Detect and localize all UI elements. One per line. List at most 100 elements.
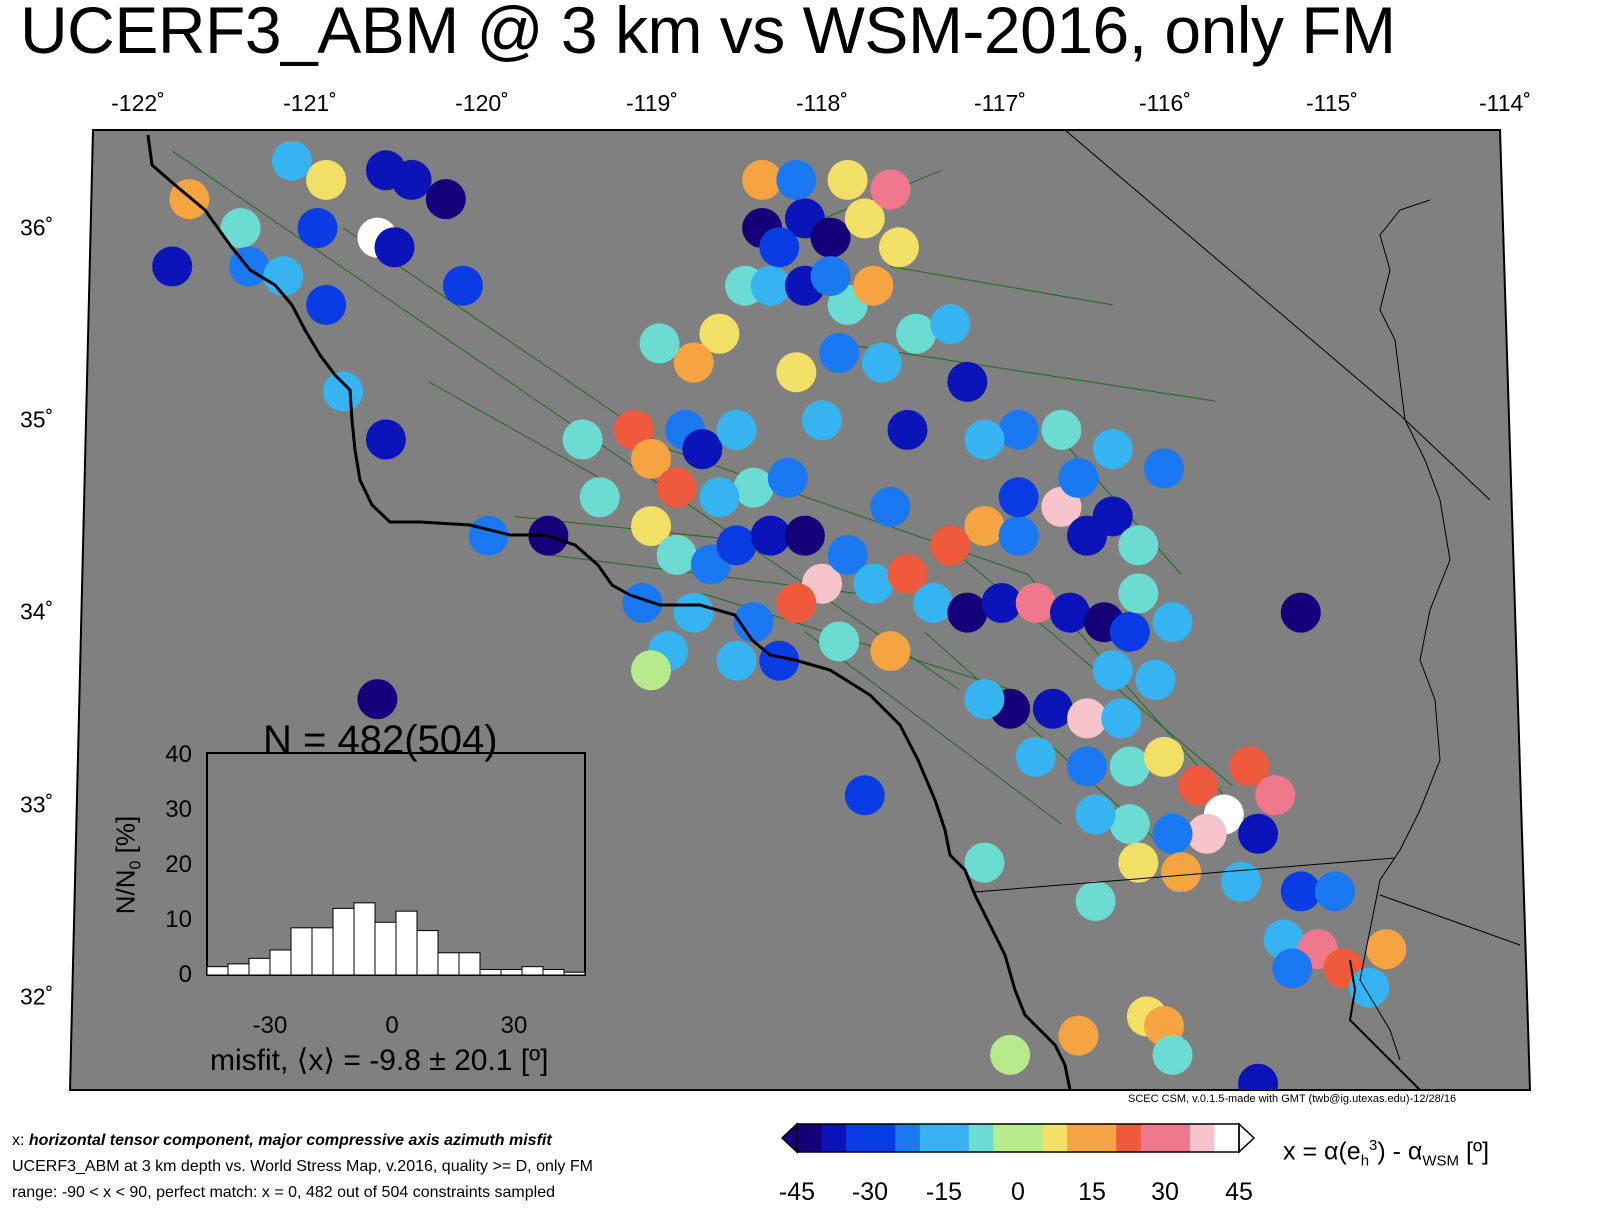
colorbar-segment <box>846 1124 872 1152</box>
lat-tick-label: 35˚ <box>20 406 54 433</box>
misfit-spot <box>776 159 817 200</box>
histogram-bar <box>269 949 292 976</box>
misfit-spot <box>1280 871 1321 912</box>
misfit-spot <box>870 631 911 672</box>
misfit-spot <box>1015 736 1056 777</box>
misfit-spot <box>1032 688 1073 729</box>
fault-line <box>839 342 1216 402</box>
colorado-river <box>1359 199 1451 1061</box>
misfit-spot <box>220 208 261 248</box>
lon-tick-label: -118˚ <box>796 90 848 116</box>
misfit-spot <box>878 227 919 268</box>
colorbar-tick: 30 <box>1151 1178 1179 1206</box>
histogram-x-tick: 0 <box>385 1012 399 1039</box>
misfit-spot <box>844 198 885 239</box>
misfit-spot <box>1152 1034 1193 1075</box>
lon-tick-label: -115˚ <box>1306 90 1358 116</box>
colorbar-segment <box>1189 1124 1215 1152</box>
misfit-spot <box>1366 929 1407 970</box>
histogram-bar <box>437 952 460 976</box>
lat-tick-label: 36˚ <box>20 214 54 241</box>
map-title: UCERF3_ABM @ 3 km vs WSM-2016, only FM <box>20 0 1396 67</box>
misfit-spot <box>1067 746 1108 787</box>
misfit-spot <box>776 582 817 623</box>
misfit-spot <box>1118 842 1159 883</box>
misfit-spot <box>425 179 466 220</box>
misfit-spot <box>613 409 654 450</box>
misfit-spot <box>759 640 800 681</box>
misfit-spot <box>964 679 1005 720</box>
misfit-spot <box>913 582 954 623</box>
misfit-spot <box>1349 967 1390 1008</box>
misfit-spot <box>631 650 671 691</box>
colorbar-tick: -30 <box>851 1178 889 1206</box>
lat-tick-label: 34˚ <box>20 598 54 625</box>
misfit-spot <box>827 534 868 575</box>
colorbar-segment <box>1018 1124 1044 1152</box>
colorbar-segment <box>895 1124 921 1152</box>
misfit-spot <box>716 409 757 450</box>
misfit-spot <box>622 582 663 623</box>
misfit-spot <box>1092 496 1133 537</box>
misfit-spot <box>306 159 347 200</box>
misfit-spot <box>699 477 740 518</box>
misfit-spot <box>810 217 851 258</box>
histogram-bar <box>332 907 355 976</box>
credit-line: SCEC CSM, v.0.1.5-made with GMT (twb@ig.… <box>1128 1093 1457 1105</box>
misfit-spot <box>1109 746 1150 787</box>
caption-line-1: x: horizontal tensor component, major co… <box>12 1132 552 1149</box>
misfit-spot <box>861 342 902 383</box>
misfit-spot <box>1075 881 1116 922</box>
colorbar-tick: -15 <box>925 1178 963 1206</box>
misfit-spot <box>673 342 714 383</box>
caption-line-3: range: -90 < x < 90, perfect match: x = … <box>12 1184 555 1201</box>
misfit-spot <box>1092 650 1133 691</box>
us-mexico-border <box>974 857 1396 893</box>
misfit-spot <box>853 563 894 604</box>
histogram-bar <box>311 927 334 976</box>
misfit-spot <box>870 486 911 527</box>
fault-line <box>804 631 1062 825</box>
histogram-x-tick: -30 <box>252 1012 288 1039</box>
misfit-spot <box>964 506 1005 547</box>
misfit-spot <box>1015 582 1056 623</box>
colorbar-label: x = α(eh3) - αWSM [º] <box>1283 1137 1490 1170</box>
histogram-bar <box>521 966 544 976</box>
histogram-bar <box>248 957 271 976</box>
misfit-spot <box>656 467 697 508</box>
histogram-bar <box>542 968 565 976</box>
misfit-spot <box>981 582 1022 623</box>
misfit-spot <box>682 429 723 470</box>
lon-tick-label: -120˚ <box>455 90 509 116</box>
colorbar-segment <box>1214 1124 1240 1152</box>
misfit-spot <box>1238 1063 1279 1090</box>
colorbar-segment <box>968 1124 994 1152</box>
histogram-y-tick: 20 <box>165 851 192 878</box>
histogram-y-label: N/N0 [%] <box>110 815 145 915</box>
misfit-spot <box>1041 409 1082 450</box>
misfit-spot <box>1152 813 1193 854</box>
colorbar-segment <box>1067 1124 1093 1152</box>
colorbar-segment <box>1116 1124 1142 1152</box>
misfit-spot <box>802 400 842 441</box>
misfit-spot <box>271 140 312 181</box>
lon-tick-label: -117˚ <box>974 90 1026 116</box>
misfit-spot <box>819 332 860 373</box>
misfit-spot <box>1144 736 1184 777</box>
coastline <box>146 134 1072 1090</box>
misfit-spot <box>1255 775 1296 816</box>
misfit-spot <box>1178 765 1219 806</box>
misfit-spot <box>306 284 347 325</box>
misfit-spot <box>870 169 911 210</box>
misfit-spot <box>1152 602 1193 643</box>
lon-tick-label: -121˚ <box>283 90 337 116</box>
misfit-spot <box>1280 592 1321 633</box>
misfit-spot <box>656 534 697 575</box>
misfit-spot <box>964 842 1005 883</box>
california-nevada-border <box>1064 130 1491 501</box>
colorbar-segment <box>1042 1124 1068 1152</box>
misfit-spot <box>468 515 509 556</box>
histogram-bar <box>395 910 418 976</box>
histogram-bar <box>374 921 397 976</box>
